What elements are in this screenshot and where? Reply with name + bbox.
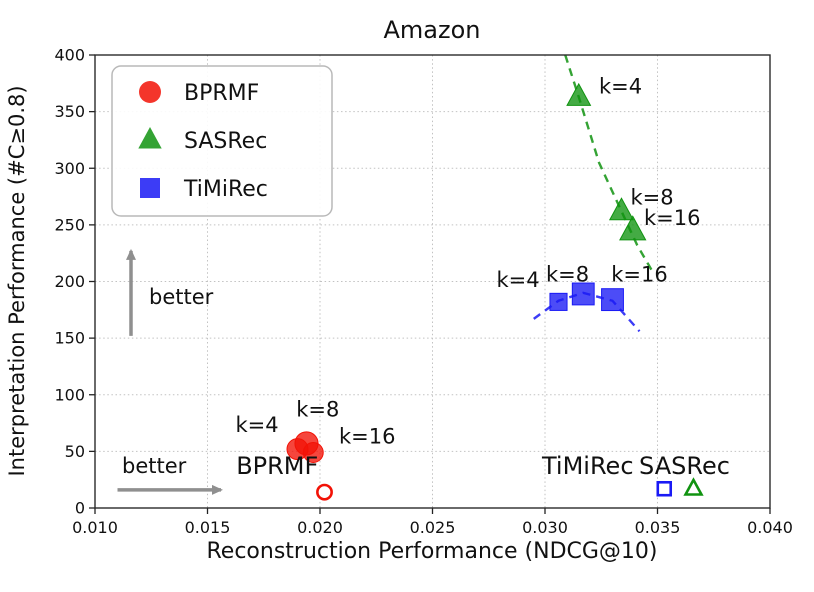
x-tick-label: 0.020 xyxy=(297,518,343,537)
sasrec-k-label: k=8 xyxy=(631,185,674,209)
legend-label-sasrec: SASRec xyxy=(184,129,267,154)
bprmf-open-point xyxy=(316,483,333,501)
bprmf-k-label: k=4 xyxy=(235,413,278,437)
y-tick-label: 350 xyxy=(54,102,85,121)
legend-box xyxy=(111,65,333,217)
sasrec-name-label: SASRec xyxy=(639,452,730,480)
better-label: better xyxy=(149,285,214,309)
bprmf-name-label: BPRMF xyxy=(236,452,318,480)
legend-label-timirec: TiMiRec xyxy=(183,177,268,202)
y-tick-label: 400 xyxy=(54,46,85,65)
timirec-point xyxy=(549,292,568,311)
x-tick-label: 0.015 xyxy=(185,518,231,537)
x-tick-label: 0.040 xyxy=(747,518,793,537)
legend-marker-bprmf xyxy=(139,81,161,103)
bprmf-k-label: k=16 xyxy=(339,424,395,448)
timirec-k-label: k=16 xyxy=(611,263,667,287)
x-tick-label: 0.035 xyxy=(635,518,681,537)
y-tick-label: 250 xyxy=(54,215,85,234)
legend-label-bprmf: BPRMF xyxy=(184,81,259,106)
y-tick-label: 50 xyxy=(65,442,85,461)
y-tick-label: 300 xyxy=(54,159,85,178)
timirec-open-point xyxy=(656,480,673,497)
sasrec-point xyxy=(608,197,635,221)
chart-title: Amazon xyxy=(384,16,481,44)
bprmf-k-label: k=8 xyxy=(296,397,339,421)
legend-marker-timirec xyxy=(140,178,160,198)
y-tick-label: 200 xyxy=(54,272,85,291)
timirec-name-label: TiMiRec xyxy=(541,452,634,480)
sasrec-k-label: k=4 xyxy=(599,75,642,99)
sasrec-open-point xyxy=(683,477,704,496)
x-axis-label: Reconstruction Performance (NDCG@10) xyxy=(206,539,657,564)
timirec-k-label: k=8 xyxy=(546,263,589,287)
x-tick-label: 0.010 xyxy=(72,518,118,537)
y-tick-label: 150 xyxy=(54,329,85,348)
bprmf-point xyxy=(302,442,324,463)
y-tick-label: 0 xyxy=(75,499,85,518)
x-tick-label: 0.030 xyxy=(522,518,568,537)
plot-border xyxy=(94,54,771,509)
timirec-point xyxy=(601,288,624,312)
sasrec-point xyxy=(566,82,592,106)
sasrec-k-label: k=16 xyxy=(644,206,700,230)
legend-marker-sasrec xyxy=(138,127,162,149)
y-axis-label: Interpretation Performance (#C≥0.8) xyxy=(5,85,29,476)
timirec-k-label: k=4 xyxy=(496,268,539,292)
better-label: better xyxy=(122,454,187,478)
sasrec-point xyxy=(619,215,647,241)
timirec-point xyxy=(571,282,595,306)
y-tick-label: 100 xyxy=(54,385,85,404)
x-tick-label: 0.025 xyxy=(410,518,456,537)
